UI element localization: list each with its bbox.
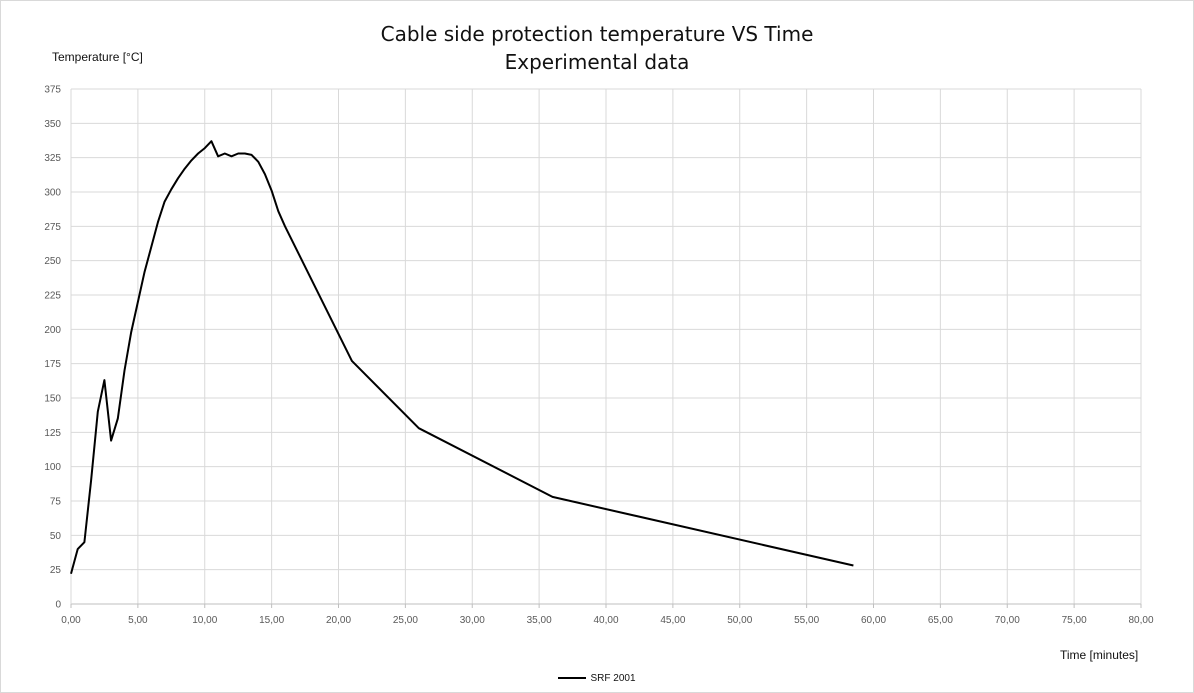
x-tick-label: 80,00 [1128, 615, 1153, 626]
y-tick-label: 325 [44, 153, 61, 164]
x-axis-label: Time [minutes] [1060, 648, 1139, 662]
y-tick-label: 50 [50, 531, 62, 542]
chart-title: Cable side protection temperature VS Tim… [0, 20, 1194, 76]
chart-title-line-2: Experimental data [504, 50, 690, 74]
x-tick-label: 0,00 [61, 615, 81, 626]
x-tick-label: 30,00 [460, 615, 485, 626]
x-tick-label: 35,00 [527, 615, 552, 626]
x-tick-label: 15,00 [259, 615, 284, 626]
tick-labels: 0 25 50 75 100 125 150 175 200 225 250 275 300 325 350… [44, 85, 1154, 627]
y-tick-label: 275 [44, 222, 61, 233]
x-tick-label: 70,00 [995, 615, 1020, 626]
x-tick-label: 55,00 [794, 615, 819, 626]
y-tick-label: 75 [50, 497, 62, 508]
x-tick-label: 5,00 [128, 615, 148, 626]
x-tick-label: 45,00 [660, 615, 685, 626]
y-tick-label: 25 [50, 565, 62, 576]
y-tick-label: 0 [55, 600, 61, 611]
y-tick-label: 100 [44, 462, 61, 473]
x-tick-label: 25,00 [393, 615, 418, 626]
legend: SRF 2001 [0, 673, 1194, 684]
y-tick-label: 350 [44, 119, 61, 130]
x-tick-label: 60,00 [861, 615, 886, 626]
series-line-srf-2001 [70, 140, 854, 575]
y-tick-label: 200 [44, 325, 61, 336]
y-tick-label: 225 [44, 291, 61, 302]
x-tick-label: 10,00 [192, 615, 217, 626]
axes [70, 89, 1142, 608]
legend-entry-srf-2001: SRF 2001 [590, 673, 636, 684]
y-tick-label: 250 [44, 256, 61, 267]
chart-title-line-1: Cable side protection temperature VS Tim… [380, 22, 814, 46]
x-tick-label: 50,00 [727, 615, 752, 626]
y-axis-label: Temperature [°C] [52, 50, 143, 64]
x-tick-label: 20,00 [326, 615, 351, 626]
y-tick-label: 375 [44, 85, 61, 96]
x-tick-label: 75,00 [1062, 615, 1087, 626]
x-tick-label: 40,00 [593, 615, 618, 626]
y-tick-label: 175 [44, 359, 61, 370]
series-layer [70, 140, 854, 575]
legend-swatch [558, 677, 587, 680]
x-tick-label: 65,00 [928, 615, 953, 626]
gridlines [71, 88, 1142, 604]
y-tick-label: 125 [44, 428, 61, 439]
y-tick-label: 150 [44, 394, 61, 405]
y-tick-label: 300 [44, 188, 61, 199]
